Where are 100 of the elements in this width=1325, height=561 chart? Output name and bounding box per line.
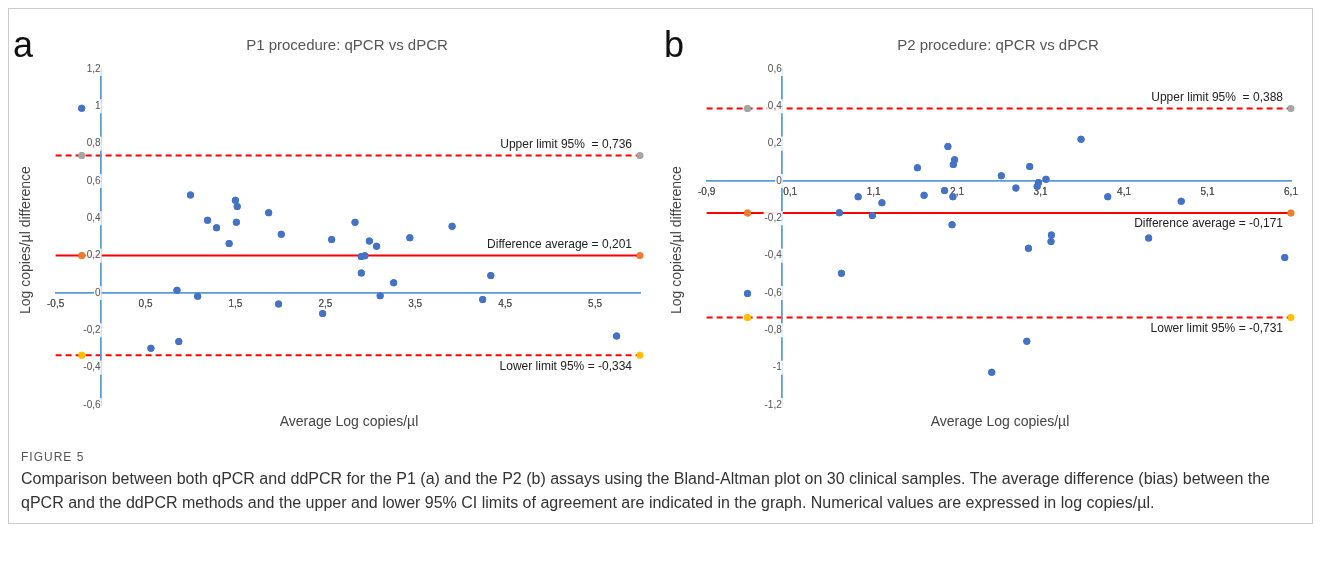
point xyxy=(744,209,752,217)
point xyxy=(277,230,285,238)
point xyxy=(1047,237,1055,245)
text: b xyxy=(664,24,685,65)
ref-line-label: Upper limit 95% = 0,388 xyxy=(1151,89,1284,104)
x-tick-label: 1,5 xyxy=(228,297,243,309)
point xyxy=(1042,175,1050,183)
y-tick-label: -0,4 xyxy=(764,249,783,261)
point xyxy=(948,221,956,229)
y-tick-label: -0,2 xyxy=(83,324,101,336)
point xyxy=(744,105,752,113)
point xyxy=(1012,184,1020,192)
y-tick-label: 0 xyxy=(776,174,783,186)
point xyxy=(1145,234,1153,242)
point xyxy=(1287,313,1295,321)
point xyxy=(373,242,381,250)
text: Comparison between both qPCR and ddPCR for the P1 (a) and the P2 (b) assays using the Bland-Altman plot on 30 clinical samples. The average difference (bias) between the qPCR and the ddPCR methods and the upper and lower 95% CI limits of agreement are indicated in the graph. Numerical values are expressed in log copies/µl. xyxy=(21,469,1271,513)
y-tick-label: -0,6 xyxy=(83,398,101,410)
chart-title: P2 procedure: qPCR vs dPCR xyxy=(897,36,1100,54)
point xyxy=(194,292,202,300)
point xyxy=(1177,197,1185,205)
x-tick-label: 1,1 xyxy=(866,185,881,197)
y-tick-label: -1,2 xyxy=(764,398,783,410)
point xyxy=(78,351,86,359)
ref-line-label: Lower limit 95% = -0,334 xyxy=(499,358,633,373)
x-tick-label: 6,1 xyxy=(1284,185,1299,197)
point xyxy=(1077,135,1085,143)
point xyxy=(173,286,181,294)
point xyxy=(941,187,949,195)
point xyxy=(213,224,221,232)
point xyxy=(351,218,359,226)
point xyxy=(920,191,928,199)
point xyxy=(1026,162,1034,170)
point xyxy=(1034,178,1042,186)
ref-line-label: Difference average = -0,171 xyxy=(1134,216,1284,231)
y-tick-label: -0,8 xyxy=(764,324,783,336)
y-tick-label: -0,2 xyxy=(764,212,783,224)
point xyxy=(949,160,957,168)
x-tick-label: 3,5 xyxy=(408,297,423,309)
point xyxy=(744,313,752,321)
point xyxy=(376,292,384,300)
point xyxy=(275,300,283,308)
ref-line-label: Difference average = 0,201 xyxy=(487,236,633,251)
point xyxy=(487,271,495,279)
point xyxy=(835,209,843,217)
point xyxy=(1024,244,1032,252)
point xyxy=(613,332,621,340)
point xyxy=(479,296,487,304)
x-tick-label: 4,1 xyxy=(1117,185,1132,197)
point xyxy=(636,351,644,359)
y-tick-label: 1,2 xyxy=(86,62,101,74)
point xyxy=(361,252,369,260)
point xyxy=(913,164,921,172)
y-axis-title: Log copies/µl difference xyxy=(17,165,33,316)
point xyxy=(1287,105,1295,113)
point xyxy=(944,142,952,150)
point xyxy=(147,344,155,352)
point xyxy=(636,152,644,160)
point xyxy=(1281,254,1289,262)
x-tick-label: -0,9 xyxy=(698,185,716,197)
point xyxy=(357,269,365,277)
point xyxy=(406,234,414,242)
point xyxy=(328,235,336,243)
x-tick-label: 5,5 xyxy=(588,297,603,309)
x-tick-label: -0,5 xyxy=(47,297,65,309)
point xyxy=(1047,231,1055,239)
y-axis-title: Log copies/µl difference xyxy=(668,165,684,316)
ref-line-label: Upper limit 95% = 0,736 xyxy=(500,136,633,151)
point xyxy=(878,199,886,207)
point xyxy=(319,310,327,318)
ref-line-label: Lower limit 95% = -0,731 xyxy=(1150,320,1284,335)
caption: FIGURE 5 xyxy=(21,449,86,466)
point xyxy=(78,152,86,160)
point xyxy=(175,338,183,346)
y-tick-label: 0 xyxy=(95,286,102,298)
x-tick-label: 2,5 xyxy=(318,297,333,309)
point xyxy=(837,269,845,277)
point xyxy=(231,196,239,204)
y-tick-label: 0,6 xyxy=(767,62,783,74)
x-tick-label: 0,1 xyxy=(783,185,798,197)
point xyxy=(232,218,240,226)
text: a xyxy=(13,24,34,65)
y-tick-label: 0,6 xyxy=(86,174,101,186)
point xyxy=(265,209,273,217)
point xyxy=(854,193,862,201)
chart-title: P1 procedure: qPCR vs dPCR xyxy=(246,36,449,54)
y-tick-label: -0,4 xyxy=(83,361,101,373)
x-axis-title: Average Log copies/µl xyxy=(929,413,1071,429)
y-tick-label: -0,6 xyxy=(764,286,783,298)
x-axis-title: Average Log copies/µl xyxy=(278,413,420,429)
x-tick-label: 0,5 xyxy=(138,297,153,309)
point xyxy=(78,104,86,112)
point xyxy=(225,240,233,248)
point xyxy=(636,251,644,259)
y-tick-label: 0,4 xyxy=(86,212,101,224)
point xyxy=(78,251,86,259)
x-tick-label: 5,1 xyxy=(1200,185,1215,197)
y-tick-label: 1 xyxy=(95,100,102,112)
point xyxy=(1023,337,1031,345)
point xyxy=(1104,193,1112,201)
